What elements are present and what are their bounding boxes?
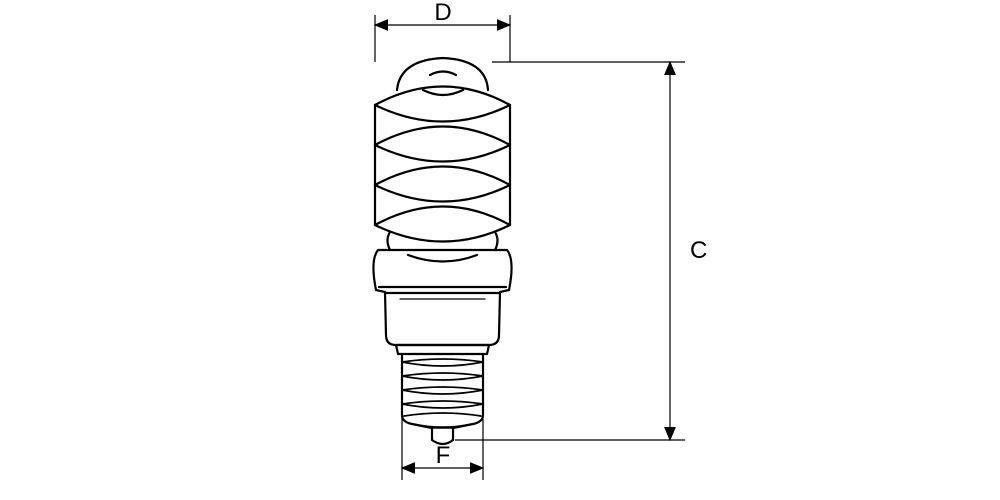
dim-D: D [375, 0, 510, 62]
dim-D-label: D [434, 0, 451, 26]
lamp-outline [373, 58, 511, 444]
ballast-housing-icon [373, 250, 511, 345]
cfl-lamp-dimension-diagram: D C F [0, 0, 1000, 500]
dim-F-label: F [436, 442, 451, 469]
dim-C-label: C [690, 237, 707, 264]
spiral-glass-icon [375, 58, 510, 242]
screw-base-icon [396, 345, 489, 444]
